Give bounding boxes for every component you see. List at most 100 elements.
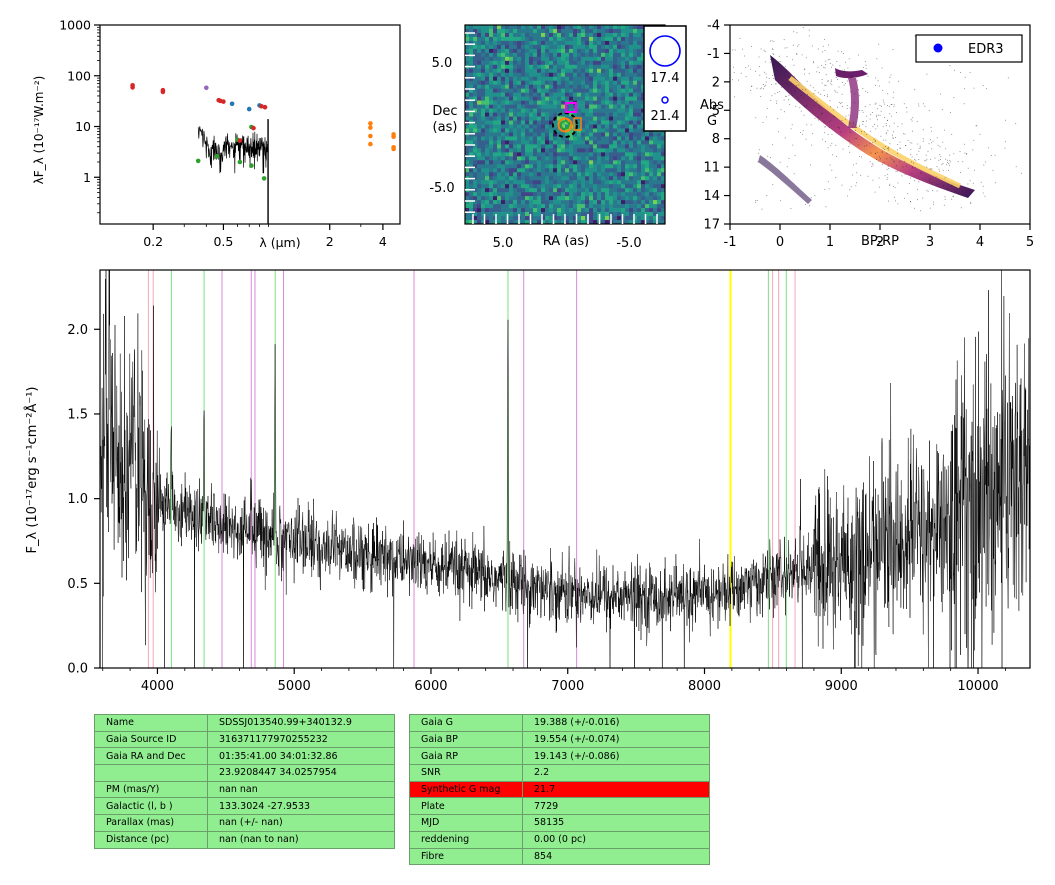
image-pixel [629, 84, 634, 89]
image-pixel [601, 56, 606, 62]
cmd-star [887, 93, 889, 95]
cmd-star [808, 205, 810, 207]
image-pixel [577, 136, 582, 141]
image-pixel [577, 48, 582, 54]
image-pixel [489, 180, 494, 185]
image-pixel [609, 56, 614, 62]
cmd-star [992, 170, 994, 172]
image-pixel [613, 36, 618, 42]
image-pixel [485, 44, 490, 50]
image-pixel [477, 76, 482, 82]
cmd-star [849, 107, 851, 109]
image-pixel [585, 60, 590, 66]
cmd-star [849, 143, 851, 145]
image-pixel [533, 192, 538, 197]
image-pixel [613, 132, 618, 137]
cmd-star [803, 114, 805, 116]
image-pixel [549, 208, 554, 213]
image-pixel [605, 88, 610, 93]
image-pixel [529, 128, 534, 133]
image-pixel [593, 60, 598, 66]
image-pixel [589, 184, 594, 189]
image-pixel [657, 220, 662, 224]
image-pixel [545, 208, 550, 213]
image-pixel [525, 88, 530, 93]
image-pixel [473, 76, 478, 82]
cmd-star [984, 161, 986, 163]
image-pixel [481, 164, 486, 169]
image-pixel [641, 220, 646, 224]
cmd-star [734, 49, 736, 51]
image-pixel [529, 25, 534, 30]
image-pixel [485, 200, 490, 205]
image-pixel [481, 148, 486, 153]
image-pixel [477, 60, 482, 66]
image-pixel [477, 108, 482, 113]
image-pixel [561, 144, 566, 149]
image-pixel [641, 76, 646, 82]
image-pixel [577, 180, 582, 185]
image-pixel [605, 176, 610, 181]
cmd-star [953, 153, 955, 155]
cmd-star [768, 78, 770, 79]
image-pixel [653, 160, 658, 165]
cmd-star [934, 157, 936, 159]
cmd-star [839, 65, 841, 67]
cmd-star [904, 133, 906, 135]
image-pixel [493, 180, 498, 185]
image-pixel [529, 204, 534, 209]
cmd-star [909, 142, 911, 144]
image-pixel [601, 204, 606, 209]
image-pixel [625, 84, 630, 89]
image-pixel [525, 160, 530, 165]
image-pixel [553, 140, 558, 145]
cmd-star [913, 162, 915, 164]
image-pixel [593, 80, 598, 85]
image-pixel [549, 120, 554, 125]
image-pixel [565, 212, 570, 217]
cmd-star [854, 137, 856, 139]
image-pixel [517, 64, 522, 70]
cmd-star [766, 195, 768, 196]
image-pixel [517, 128, 522, 133]
image-pixel [613, 84, 618, 89]
table-label-cell: Gaia Source ID [94, 730, 208, 749]
image-pixel [513, 48, 518, 54]
image-pixel [581, 148, 586, 153]
image-pixel [625, 180, 630, 185]
image-pixel [641, 208, 646, 213]
image-pixel [605, 96, 610, 101]
cmd-star [756, 12, 757, 13]
image-pixel [517, 136, 522, 141]
table-label-cell: Gaia RP [409, 747, 523, 766]
image-pixel [621, 88, 626, 93]
image-pixel [465, 132, 470, 137]
image-pixel [525, 84, 530, 89]
cmd-star [891, 104, 893, 105]
cmd-star [858, 89, 860, 91]
image-pixel [629, 200, 634, 205]
image-pixel [597, 200, 602, 205]
cmd-star [982, 192, 984, 194]
image-pixel [625, 192, 630, 197]
image-pixel [637, 160, 642, 165]
image-pixel [497, 64, 502, 70]
image-pixel [501, 116, 506, 121]
cmd-star [780, 61, 782, 63]
cmd-star [813, 61, 814, 63]
cmd-star [879, 105, 881, 106]
image-pixel [633, 68, 638, 74]
image-pixel [505, 136, 510, 141]
image-pixel [625, 40, 630, 46]
cmd-star [973, 169, 975, 171]
table-value-cell: 01:35:41.00 34:01:32.86 [207, 747, 395, 766]
cmd-star [765, 81, 767, 83]
cmd-star [897, 182, 899, 184]
image-pixel [625, 88, 630, 93]
image-pixel [521, 112, 526, 117]
image-pixel [469, 48, 474, 54]
image-pixel [497, 144, 502, 149]
image-pixel [585, 104, 590, 109]
cmd-star [818, 104, 820, 106]
